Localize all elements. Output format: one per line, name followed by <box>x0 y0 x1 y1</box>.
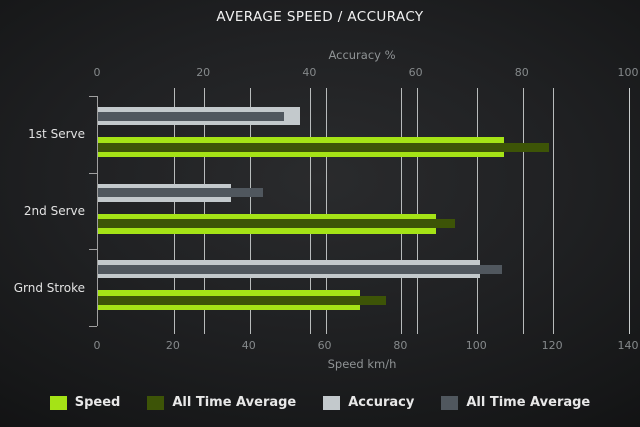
legend-swatch-speed-inner <box>147 395 165 410</box>
bottom-tick-label-60: 60 <box>317 339 332 352</box>
bar-speed-alltime <box>98 295 387 305</box>
bottom-tick-label-80: 80 <box>393 339 408 352</box>
bottom-tick-label-120: 120 <box>541 339 563 352</box>
bar-accuracy-alltime <box>98 188 263 198</box>
gridline-accuracy-100 <box>629 88 630 334</box>
gridline-speed-120 <box>553 88 555 334</box>
gridline-speed-60 <box>325 88 327 334</box>
bottom-tick-label-100: 100 <box>465 339 487 352</box>
bar-accuracy-alltime <box>98 264 502 274</box>
gridline-speed-100 <box>477 88 479 334</box>
legend: Speed All Time Average Accuracy All Time Av… <box>0 395 640 410</box>
legend-label: Accuracy <box>348 395 415 410</box>
bottom-tick-label-40: 40 <box>241 339 256 352</box>
y-axis-tick <box>89 172 97 174</box>
legend-label: Speed <box>74 395 121 410</box>
bottom-axis-title: Speed km/h <box>327 357 397 371</box>
bottom-tick-label-0: 0 <box>93 339 101 352</box>
legend-swatch-accuracy-inner <box>441 395 459 410</box>
top-tick-label-0: 0 <box>93 66 101 79</box>
legend-item-4: All Time Average <box>441 395 590 410</box>
gridline-speed-80 <box>401 88 403 334</box>
plot-area <box>89 88 630 334</box>
legend-swatch-accuracy-outer <box>323 395 341 410</box>
gridline-accuracy-20 <box>204 88 206 334</box>
legend-label: All Time Average <box>172 395 297 410</box>
legend-item-3: Accuracy <box>323 395 414 410</box>
top-tick-label-40: 40 <box>302 66 317 79</box>
top-tick-label-80: 80 <box>514 66 529 79</box>
category-label: Grnd Stroke <box>13 280 85 295</box>
category-label: 1st Serve <box>28 127 85 142</box>
bottom-tick-label-20: 20 <box>165 339 180 352</box>
gridline-accuracy-80 <box>522 88 524 334</box>
bottom-tick-label-140: 140 <box>617 339 639 352</box>
top-tick-label-20: 20 <box>196 66 211 79</box>
y-axis-tick <box>89 96 97 97</box>
top-tick-label-60: 60 <box>408 66 423 79</box>
gridline-speed-20 <box>173 88 175 334</box>
legend-item-2: All Time Average <box>147 395 296 410</box>
bar-speed-alltime <box>98 219 455 229</box>
y-axis-tick <box>89 249 97 251</box>
legend-swatch-speed-outer <box>49 395 67 410</box>
gridline-accuracy-40 <box>310 88 312 334</box>
top-tick-label-100: 100 <box>617 66 639 79</box>
legend-item-1: Speed <box>49 395 121 410</box>
chart-title: AVERAGE SPEED / ACCURACY <box>216 9 424 25</box>
legend-label: All Time Average <box>466 395 591 410</box>
top-axis-title: Accuracy % <box>328 48 396 62</box>
bar-accuracy-alltime <box>98 111 284 121</box>
gridline-speed-40 <box>249 88 251 334</box>
y-axis-tick <box>89 326 97 327</box>
gridline-accuracy-60 <box>416 88 418 334</box>
category-label: 2nd Serve <box>23 204 85 218</box>
bar-speed-alltime <box>98 142 550 152</box>
